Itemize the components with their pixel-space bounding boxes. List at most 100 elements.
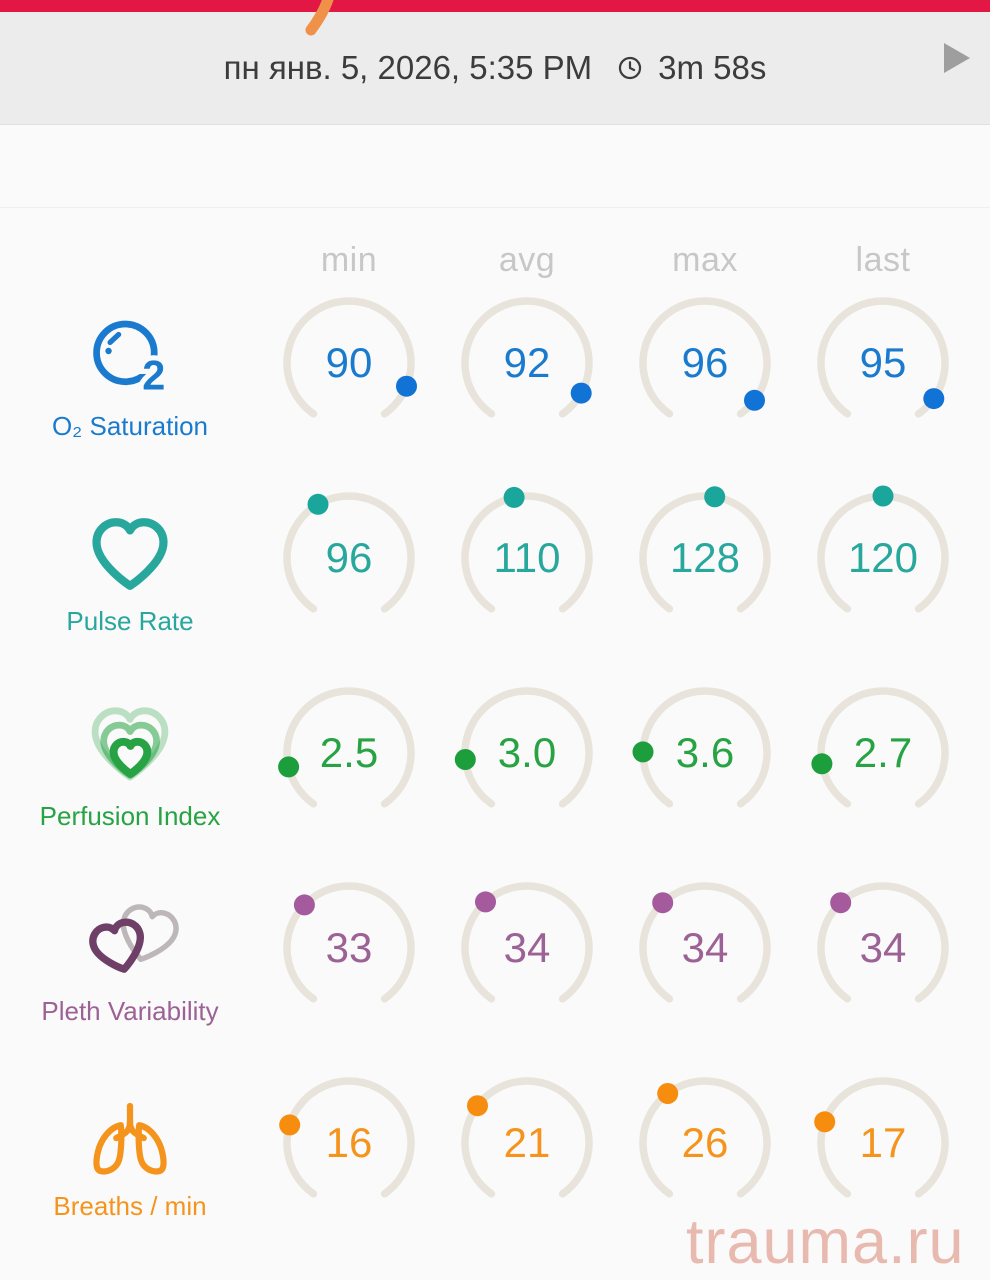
gauge-pleth-variability-avg: 34 bbox=[438, 882, 616, 1077]
o2-bubble-icon: 2 bbox=[84, 313, 176, 405]
gauge-dot bbox=[811, 753, 833, 775]
gauge-arc bbox=[817, 297, 949, 418]
gauge-pulse-rate-min: 96 bbox=[260, 492, 438, 687]
session-duration: 3m 58s bbox=[658, 49, 767, 86]
gauge-arc bbox=[461, 1077, 593, 1198]
heart-icon bbox=[89, 508, 171, 600]
gauge-perfusion-index-min: 2.5 bbox=[260, 687, 438, 882]
gauge-pleth-variability-last: 34 bbox=[794, 882, 972, 1077]
gauge-value: 2.7 bbox=[854, 729, 912, 776]
metric-label-cell-perfusion-index: Perfusion Index bbox=[0, 687, 260, 882]
gauge-pulse-rate-max: 128 bbox=[616, 486, 794, 687]
metric-label: Pulse Rate bbox=[66, 606, 194, 636]
gauge-pulse-rate-last: 120 bbox=[794, 485, 972, 687]
metrics-table: min avg max last 2 O₂ Saturation 90 92 9… bbox=[0, 209, 990, 1272]
gauge-dot bbox=[396, 375, 417, 397]
column-header-last: last bbox=[855, 240, 911, 279]
gauge-value: 92 bbox=[504, 339, 551, 386]
gauge-value: 120 bbox=[848, 534, 918, 581]
metric-row-pulse-rate: Pulse Rate 96 110 128 120 bbox=[0, 485, 990, 687]
top-status-bar bbox=[0, 0, 990, 12]
clock-icon bbox=[619, 56, 642, 80]
gauge-arc bbox=[639, 1077, 771, 1198]
gauge-arc bbox=[461, 882, 593, 1003]
gauge-value: 21 bbox=[504, 1119, 551, 1166]
gauge-dot bbox=[872, 485, 894, 507]
metric-label: Pleth Variability bbox=[41, 996, 219, 1026]
metric-row-breaths-min: Breaths / min 16 21 26 17 bbox=[0, 1077, 990, 1272]
gauge-value: 26 bbox=[682, 1119, 729, 1166]
gauge-arc bbox=[461, 297, 593, 418]
gauge-arc bbox=[283, 297, 415, 418]
gauge-dot bbox=[454, 749, 476, 770]
header-spacer bbox=[0, 126, 990, 208]
gauge-pleth-variability-max: 34 bbox=[616, 882, 794, 1077]
gauge-dot bbox=[830, 892, 852, 914]
gauge-o2-saturation-max: 96 bbox=[616, 297, 794, 492]
gauge-dot bbox=[704, 486, 726, 508]
gauge-arc bbox=[817, 1077, 949, 1198]
gauge-dot bbox=[278, 756, 300, 778]
session-datetime: пн янв. 5, 2026, 5:35 PM bbox=[223, 49, 593, 86]
gauge-arc bbox=[461, 492, 593, 613]
gauge-o2-saturation-min: 90 bbox=[260, 297, 438, 492]
metric-row-pleth-variability: Pleth Variability 33 34 34 34 bbox=[0, 882, 990, 1077]
watermark: trauma.ru bbox=[686, 1207, 965, 1277]
gauge-o2-saturation-last: 95 bbox=[794, 297, 972, 492]
gauge-value: 3.6 bbox=[676, 729, 734, 776]
double-hearts-icon bbox=[79, 898, 181, 990]
gauge-pleth-variability-min: 33 bbox=[260, 882, 438, 1077]
gauge-arc bbox=[639, 687, 771, 808]
gauge-dot bbox=[475, 891, 496, 913]
gauge-dot bbox=[467, 1095, 488, 1117]
gauge-dot bbox=[923, 388, 945, 410]
gauge-arc bbox=[639, 297, 771, 418]
gauge-pulse-rate-avg: 110 bbox=[438, 486, 616, 687]
nested-hearts-icon bbox=[83, 703, 177, 795]
gauge-value: 34 bbox=[504, 924, 551, 971]
column-header-max: max bbox=[672, 240, 738, 279]
lungs-icon bbox=[86, 1093, 174, 1185]
session-info: пн янв. 5, 2026, 5:35 PM 3m 58s bbox=[224, 49, 767, 87]
gauge-dot bbox=[632, 741, 654, 763]
svg-text:2: 2 bbox=[142, 353, 165, 399]
metric-label-cell-o2-saturation: 2 O₂ Saturation bbox=[0, 297, 260, 492]
gauge-arc bbox=[283, 1077, 415, 1198]
gauge-dot bbox=[279, 1114, 301, 1136]
gauge-value: 34 bbox=[682, 924, 729, 971]
gauge-arc bbox=[283, 492, 415, 613]
gauge-dot bbox=[657, 1083, 679, 1104]
gauge-value: 33 bbox=[326, 924, 373, 971]
gauge-arc bbox=[283, 882, 415, 1003]
metric-label: O₂ Saturation bbox=[51, 411, 209, 441]
metric-label-cell-pleth-variability: Pleth Variability bbox=[0, 882, 260, 1077]
play-button[interactable] bbox=[942, 41, 972, 75]
column-header-min: min bbox=[320, 240, 378, 279]
gauge-dot bbox=[652, 892, 674, 914]
gauge-value: 95 bbox=[860, 339, 907, 386]
gauge-perfusion-index-last: 2.7 bbox=[794, 687, 972, 882]
gauge-arc bbox=[817, 882, 949, 1003]
gauge-value: 2.5 bbox=[320, 729, 378, 776]
metric-label-cell-breaths-min: Breaths / min bbox=[0, 1077, 260, 1272]
metric-label: Breaths / min bbox=[53, 1191, 207, 1221]
gauge-dot bbox=[307, 493, 329, 515]
gauge-perfusion-index-avg: 3.0 bbox=[438, 687, 616, 882]
gauge-dot bbox=[814, 1111, 836, 1133]
gauge-breaths-min-last: 17 bbox=[794, 1077, 972, 1272]
gauge-value: 90 bbox=[326, 339, 373, 386]
gauge-value: 34 bbox=[860, 924, 907, 971]
gauge-breaths-min-min: 16 bbox=[260, 1077, 438, 1272]
gauge-value: 17 bbox=[860, 1119, 907, 1166]
gauge-value: 96 bbox=[326, 534, 373, 581]
column-header-row: min avg max last bbox=[0, 209, 990, 297]
gauge-dot bbox=[503, 486, 525, 508]
gauge-o2-saturation-avg: 92 bbox=[438, 297, 616, 492]
gauge-value: 3.0 bbox=[498, 729, 556, 776]
gauge-value: 16 bbox=[326, 1119, 373, 1166]
session-header: пн янв. 5, 2026, 5:35 PM 3m 58s bbox=[0, 12, 990, 125]
column-header-avg: avg bbox=[498, 240, 556, 279]
gauge-perfusion-index-max: 3.6 bbox=[616, 687, 794, 882]
gauge-value: 128 bbox=[670, 534, 740, 581]
metric-row-perfusion-index: Perfusion Index 2.5 3.0 3.6 2.7 bbox=[0, 687, 990, 882]
